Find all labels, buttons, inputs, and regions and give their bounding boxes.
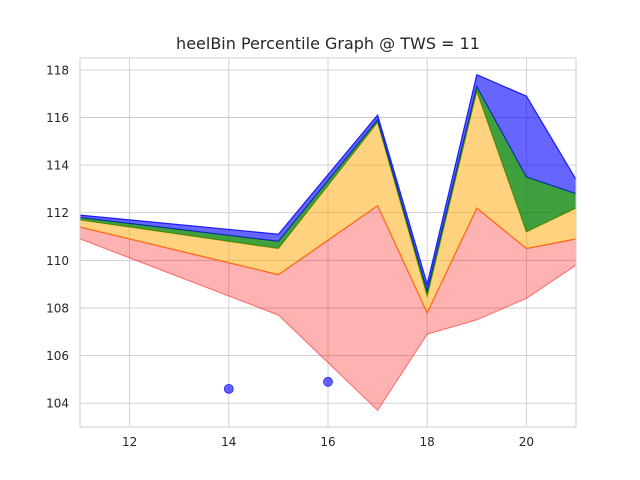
y-tick-label: 108 — [46, 302, 69, 316]
y-tick-label: 106 — [46, 349, 69, 363]
x-tick-label: 16 — [320, 435, 335, 449]
scatter-point — [223, 383, 234, 394]
x-tick-label: 12 — [122, 435, 137, 449]
y-tick-label: 110 — [46, 254, 69, 268]
percentile-band-1-lower-edge — [79, 238, 577, 412]
percentile-band-3-lower-edge — [79, 89, 577, 299]
percentile-band-4-upper-edge — [79, 73, 577, 287]
y-tick-label: 114 — [46, 159, 69, 173]
plot-frame — [79, 57, 577, 428]
y-tick-label: 116 — [46, 111, 69, 125]
x-axis-ticks: 12 14 16 18 20 — [122, 435, 534, 449]
percentile-band-2-lower-edge — [79, 204, 577, 314]
y-axis-ticks: 104 106 108 110 112 114 116 118 — [46, 63, 69, 410]
chart-title: heelBin Percentile Graph @ TWS = 11 — [176, 34, 480, 53]
y-tick-label: 118 — [46, 63, 69, 77]
x-tick-label: 14 — [221, 435, 236, 449]
y-tick-label: 112 — [46, 206, 69, 220]
percentile-band-4-lower-edge — [79, 85, 577, 294]
scatter-points — [223, 376, 333, 394]
y-tick-label: 104 — [46, 397, 69, 411]
x-tick-label: 18 — [420, 435, 435, 449]
x-tick-label: 20 — [519, 435, 534, 449]
scatter-point — [323, 376, 333, 387]
percentile-band-2 — [80, 91, 576, 313]
percentile-bands — [79, 73, 577, 412]
